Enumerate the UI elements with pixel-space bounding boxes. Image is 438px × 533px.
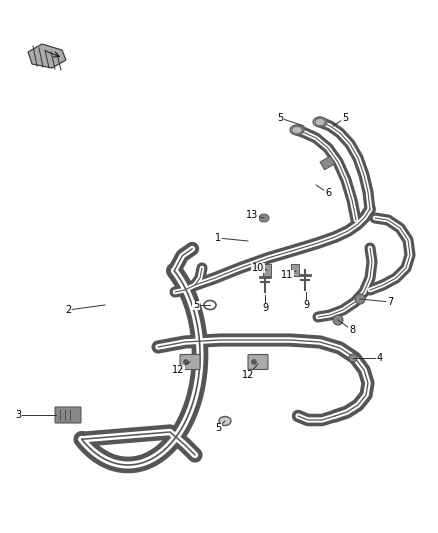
Bar — [263, 264, 271, 276]
Text: 9: 9 — [303, 300, 309, 310]
Text: 11: 11 — [281, 270, 293, 280]
Text: 1: 1 — [215, 233, 221, 243]
Circle shape — [184, 359, 188, 365]
FancyBboxPatch shape — [248, 354, 268, 369]
Circle shape — [251, 359, 257, 365]
Text: 5: 5 — [342, 113, 348, 123]
Text: 12: 12 — [242, 370, 254, 380]
Ellipse shape — [315, 118, 325, 125]
Polygon shape — [28, 44, 66, 68]
Circle shape — [355, 294, 365, 304]
Text: 4: 4 — [377, 353, 383, 363]
Text: 10: 10 — [252, 263, 264, 273]
Text: 5: 5 — [215, 423, 221, 433]
FancyBboxPatch shape — [180, 354, 200, 369]
Text: 5: 5 — [193, 300, 199, 310]
Text: 6: 6 — [325, 188, 331, 198]
Text: 8: 8 — [349, 325, 355, 335]
FancyBboxPatch shape — [55, 407, 81, 423]
Text: 13: 13 — [246, 210, 258, 220]
Text: 12: 12 — [172, 365, 184, 375]
Bar — [320, 156, 335, 170]
Ellipse shape — [313, 117, 327, 127]
Circle shape — [349, 354, 357, 362]
Text: 3: 3 — [15, 410, 21, 420]
Text: 5: 5 — [277, 113, 283, 123]
Ellipse shape — [259, 214, 269, 222]
Ellipse shape — [219, 416, 231, 425]
Text: 7: 7 — [387, 297, 393, 307]
Ellipse shape — [292, 126, 302, 133]
Text: 9: 9 — [262, 303, 268, 313]
Circle shape — [333, 315, 343, 325]
Bar — [291, 264, 299, 276]
Text: 2: 2 — [65, 305, 71, 315]
Ellipse shape — [290, 125, 304, 135]
